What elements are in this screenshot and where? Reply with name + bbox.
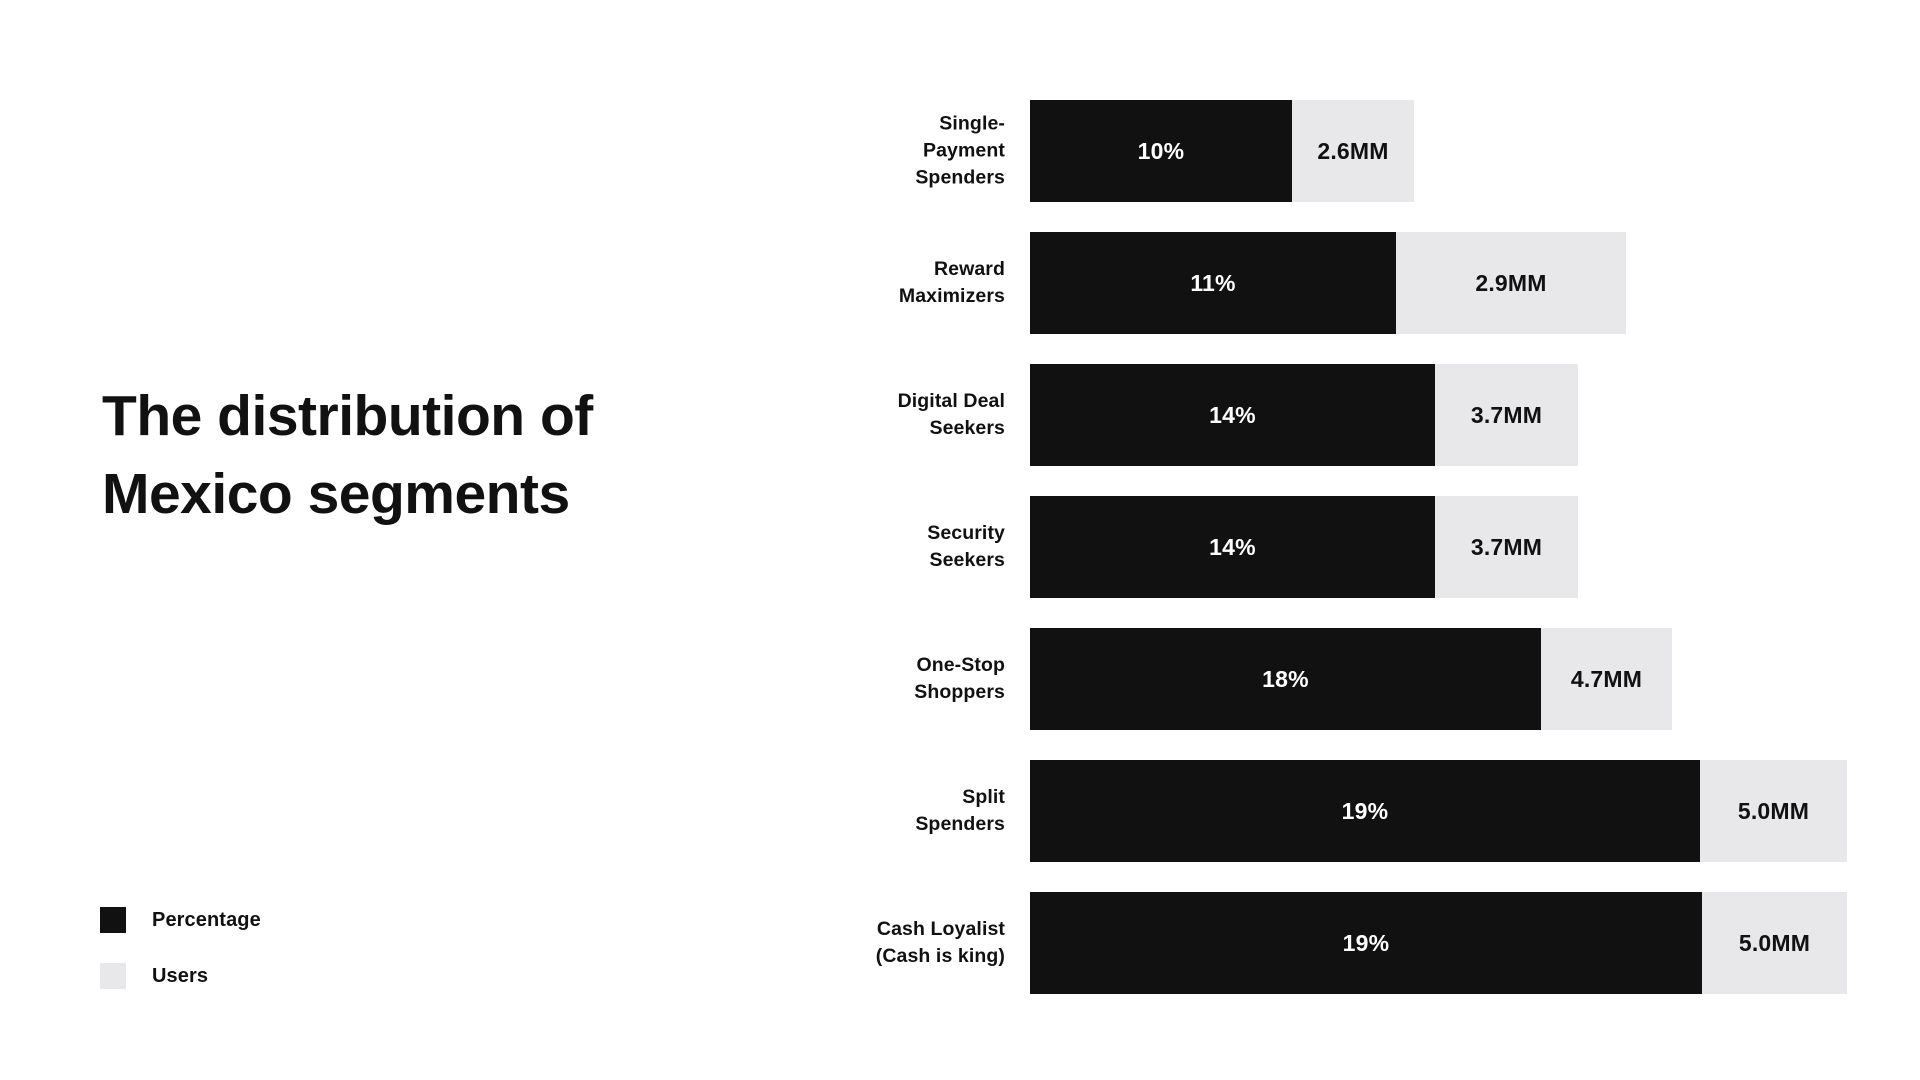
- bar-segment-percentage: 11%: [1030, 232, 1396, 334]
- bar-segment-users: 3.7MM: [1435, 496, 1578, 598]
- bar-segment-users: 5.0MM: [1702, 892, 1847, 994]
- bar-track: 10% 2.6MM: [1030, 100, 1414, 202]
- bar-segment-users: 5.0MM: [1700, 760, 1847, 862]
- legend-item-users: Users: [100, 954, 520, 998]
- bar-row-label: Digital Deal Seekers: [897, 390, 1005, 439]
- bar-row: One-Stop Shoppers 18% 4.7MM: [840, 628, 1920, 730]
- bar-row: Reward Maximizers 11% 2.9MM: [840, 232, 1920, 334]
- bar-segment-users: 4.7MM: [1541, 628, 1672, 730]
- bar-row-label: One-Stop Shoppers: [914, 654, 1005, 703]
- bar-row-label: Single- Payment Spenders: [915, 112, 1005, 189]
- users-swatch-icon: [100, 963, 126, 989]
- left-panel: The distribution of Mexico segments Perc…: [0, 0, 840, 1080]
- bar-row: Cash Loyalist (Cash is king) 19% 5.0MM: [840, 892, 1920, 994]
- bar-segment-percentage: 19%: [1030, 892, 1702, 994]
- bar-segment-percentage: 10%: [1030, 100, 1292, 202]
- bar-track: 18% 4.7MM: [1030, 628, 1672, 730]
- bar-track: 11% 2.9MM: [1030, 232, 1626, 334]
- bar-track: 19% 5.0MM: [1030, 760, 1847, 862]
- bar-row: Single- Payment Spenders 10% 2.6MM: [840, 100, 1920, 202]
- bar-row: Digital Deal Seekers 14% 3.7MM: [840, 364, 1920, 466]
- bar-segment-users: 3.7MM: [1435, 364, 1578, 466]
- bar-segment-percentage: 14%: [1030, 496, 1435, 598]
- chart-legend: Percentage Users: [100, 898, 520, 1010]
- bar-track: 14% 3.7MM: [1030, 496, 1578, 598]
- bar-segment-percentage: 14%: [1030, 364, 1435, 466]
- segment-distribution-chart: Single- Payment Spenders 10% 2.6MM Reward M…: [840, 0, 1920, 1080]
- bar-row-label: Split Spenders: [915, 786, 1005, 835]
- bar-segment-percentage: 19%: [1030, 760, 1700, 862]
- bar-row-label: Cash Loyalist (Cash is king): [875, 918, 1005, 967]
- bar-row-label: Security Seekers: [927, 522, 1005, 571]
- bar-track: 14% 3.7MM: [1030, 364, 1578, 466]
- legend-item-percentage: Percentage: [100, 898, 520, 942]
- legend-label-users: Users: [152, 964, 209, 987]
- bar-track: 19% 5.0MM: [1030, 892, 1847, 994]
- bar-row-label: Reward Maximizers: [898, 258, 1005, 307]
- percentage-swatch-icon: [100, 907, 126, 933]
- bar-segment-users: 2.6MM: [1292, 100, 1414, 202]
- bar-row: Security Seekers 14% 3.7MM: [840, 496, 1920, 598]
- bar-segment-percentage: 18%: [1030, 628, 1541, 730]
- bar-segment-users: 2.9MM: [1396, 232, 1626, 334]
- page-title: The distribution of Mexico segments: [102, 384, 593, 526]
- bar-row: Split Spenders 19% 5.0MM: [840, 760, 1920, 862]
- legend-label-percentage: Percentage: [152, 908, 261, 931]
